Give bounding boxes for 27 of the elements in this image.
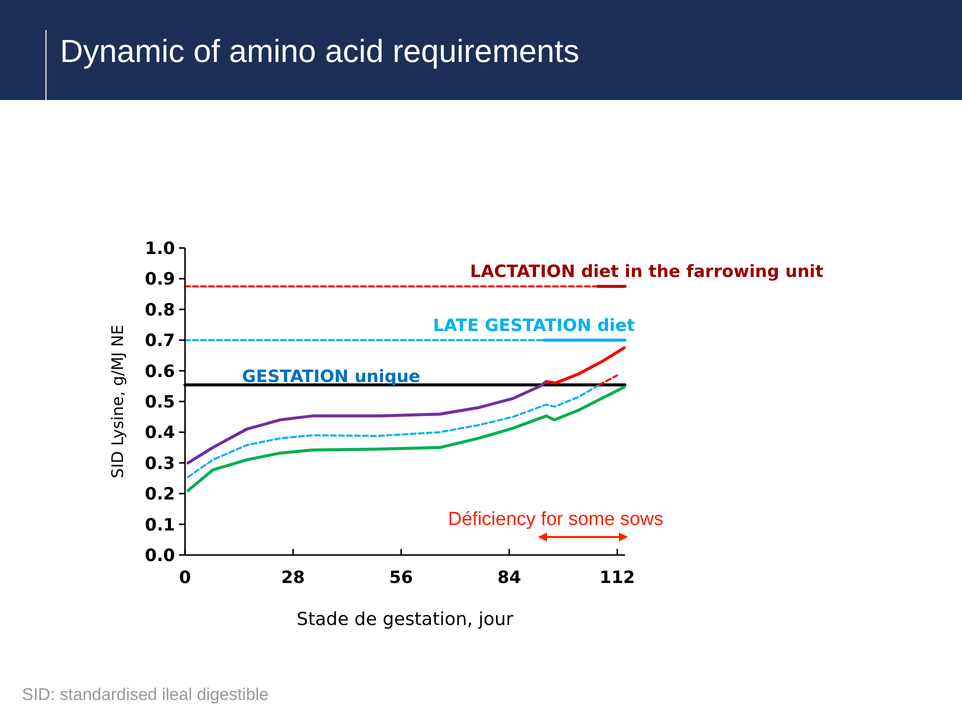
x-tick-label: 112	[600, 568, 636, 588]
y-axis-title: SID Lysine, g/MJ NE	[108, 324, 127, 478]
y-tick-label: 0.0	[144, 546, 176, 566]
line-series	[187, 384, 600, 478]
line-series	[186, 386, 626, 492]
y-tick-label: 0.8	[144, 300, 175, 320]
y-tick-label: 0.6	[144, 362, 175, 382]
y-tick-label: 0.9	[144, 270, 175, 290]
y-tick-label: 0.3	[144, 454, 175, 474]
y-tick-label: 0.7	[144, 331, 175, 352]
annotation: LATE GESTATION diet	[433, 316, 635, 336]
x-axis-title: Stade de gestation, jour	[296, 609, 514, 630]
x-tick-label: 84	[497, 568, 522, 588]
annotation: GESTATION unique	[242, 367, 420, 387]
x-tick-label: 28	[281, 568, 305, 588]
y-tick-label: 0.1	[144, 515, 175, 536]
y-tick-label: 0.4	[144, 423, 176, 444]
x-tick-label: 0	[179, 568, 192, 588]
annotation: Déficiency for some sows	[448, 509, 664, 530]
y-tick-label: 0.5	[144, 392, 175, 412]
y-tick-label: 1.0	[144, 238, 176, 259]
chart-title: Dynamic of amino acid requirements	[60, 33, 580, 69]
y-tick-label: 0.2	[144, 484, 175, 505]
x-tick-label: 56	[389, 568, 413, 588]
annotation: LACTATION diet in the farrowing unit	[470, 262, 824, 282]
text: SID: standardised ileal digestible	[22, 685, 269, 704]
line-series	[544, 346, 626, 385]
